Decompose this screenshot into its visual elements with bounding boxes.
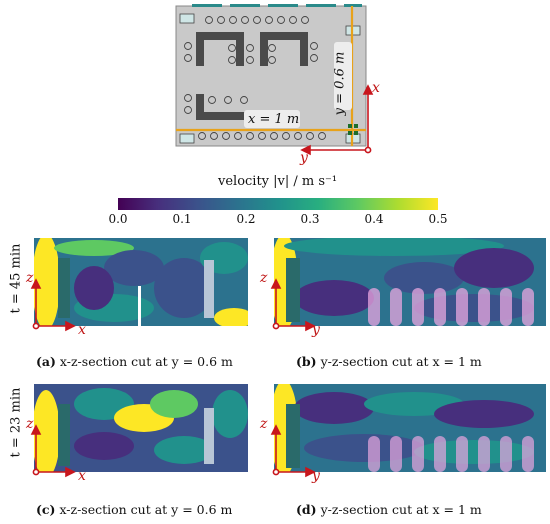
- chairs-bottom: [198, 132, 326, 140]
- panel-d-axis-h: y: [312, 468, 320, 484]
- panel-b-flowfield: [274, 238, 546, 326]
- floor-axis-y-label: y: [300, 150, 308, 166]
- panel-d-axis-v: z: [260, 416, 268, 432]
- panel-b-axes: [270, 278, 316, 332]
- chairs-inner: [184, 42, 318, 114]
- caption-c: (c) x-z-section cut at y = 0.6 m: [36, 502, 232, 517]
- panel-d-flowfield: [274, 384, 546, 472]
- colorbar-tick: 0.5: [428, 212, 448, 226]
- row-label-45: t = 45 min: [8, 243, 24, 314]
- x-section-annotation: x = 1 m: [248, 112, 300, 127]
- cabinet: [179, 133, 195, 144]
- caption-d-tag: (d): [296, 502, 317, 517]
- colorbar-tick: 0.0: [108, 212, 128, 226]
- panel-a-axis-v: z: [26, 270, 34, 286]
- caption-a: (a) x-z-section cut at y = 0.6 m: [36, 354, 233, 369]
- floor-plan-drawing: [175, 4, 374, 156]
- caption-a-tag: (a): [36, 354, 56, 369]
- panel-b-axis-h: y: [312, 322, 320, 338]
- colorbar-tick: 0.2: [236, 212, 256, 226]
- caption-d: (d) y-z-section cut at x = 1 m: [296, 502, 482, 517]
- floor-plan: x = 1 m y = 0.6 m x y: [172, 0, 382, 166]
- panel-d-axes: [270, 424, 316, 478]
- panel-c-axis-v: z: [26, 416, 34, 432]
- panel-c-axis-h: x: [78, 468, 86, 484]
- panel-a-axis-h: x: [78, 322, 86, 338]
- panel-c-flowfield: [34, 384, 248, 472]
- colorbar-label: velocity |v| / m s⁻¹: [218, 174, 338, 189]
- caption-b: (b) y-z-section cut at x = 1 m: [296, 354, 482, 369]
- colorbar: [118, 198, 438, 210]
- panel-c-axes: [30, 424, 76, 478]
- panel-a-flowfield: [34, 238, 248, 326]
- caption-b-text: y-z-section cut at x = 1 m: [320, 354, 482, 369]
- row-label-23: t = 23 min: [8, 387, 24, 458]
- floor-axis-x-label: x: [372, 80, 380, 96]
- floor-axes: [300, 84, 374, 156]
- panel-a-axes: [30, 278, 76, 332]
- colorbar-tick: 0.4: [364, 212, 384, 226]
- tables: [196, 32, 308, 120]
- caption-d-text: y-z-section cut at x = 1 m: [320, 502, 482, 517]
- cabinet: [179, 13, 195, 24]
- caption-c-tag: (c): [36, 502, 56, 517]
- colorbar-tick: 0.1: [172, 212, 192, 226]
- colorbar-tick: 0.3: [300, 212, 320, 226]
- caption-a-text: x-z-section cut at y = 0.6 m: [59, 354, 233, 369]
- panel-b-axis-v: z: [260, 270, 268, 286]
- chairs-top: [205, 16, 309, 24]
- caption-c-text: x-z-section cut at y = 0.6 m: [59, 502, 233, 517]
- y-label-box: [334, 42, 352, 110]
- x-label-box: [244, 110, 300, 128]
- window-strips: [192, 4, 362, 7]
- y-section-annotation: y = 0.6 m: [332, 51, 348, 116]
- caption-b-tag: (b): [296, 354, 317, 369]
